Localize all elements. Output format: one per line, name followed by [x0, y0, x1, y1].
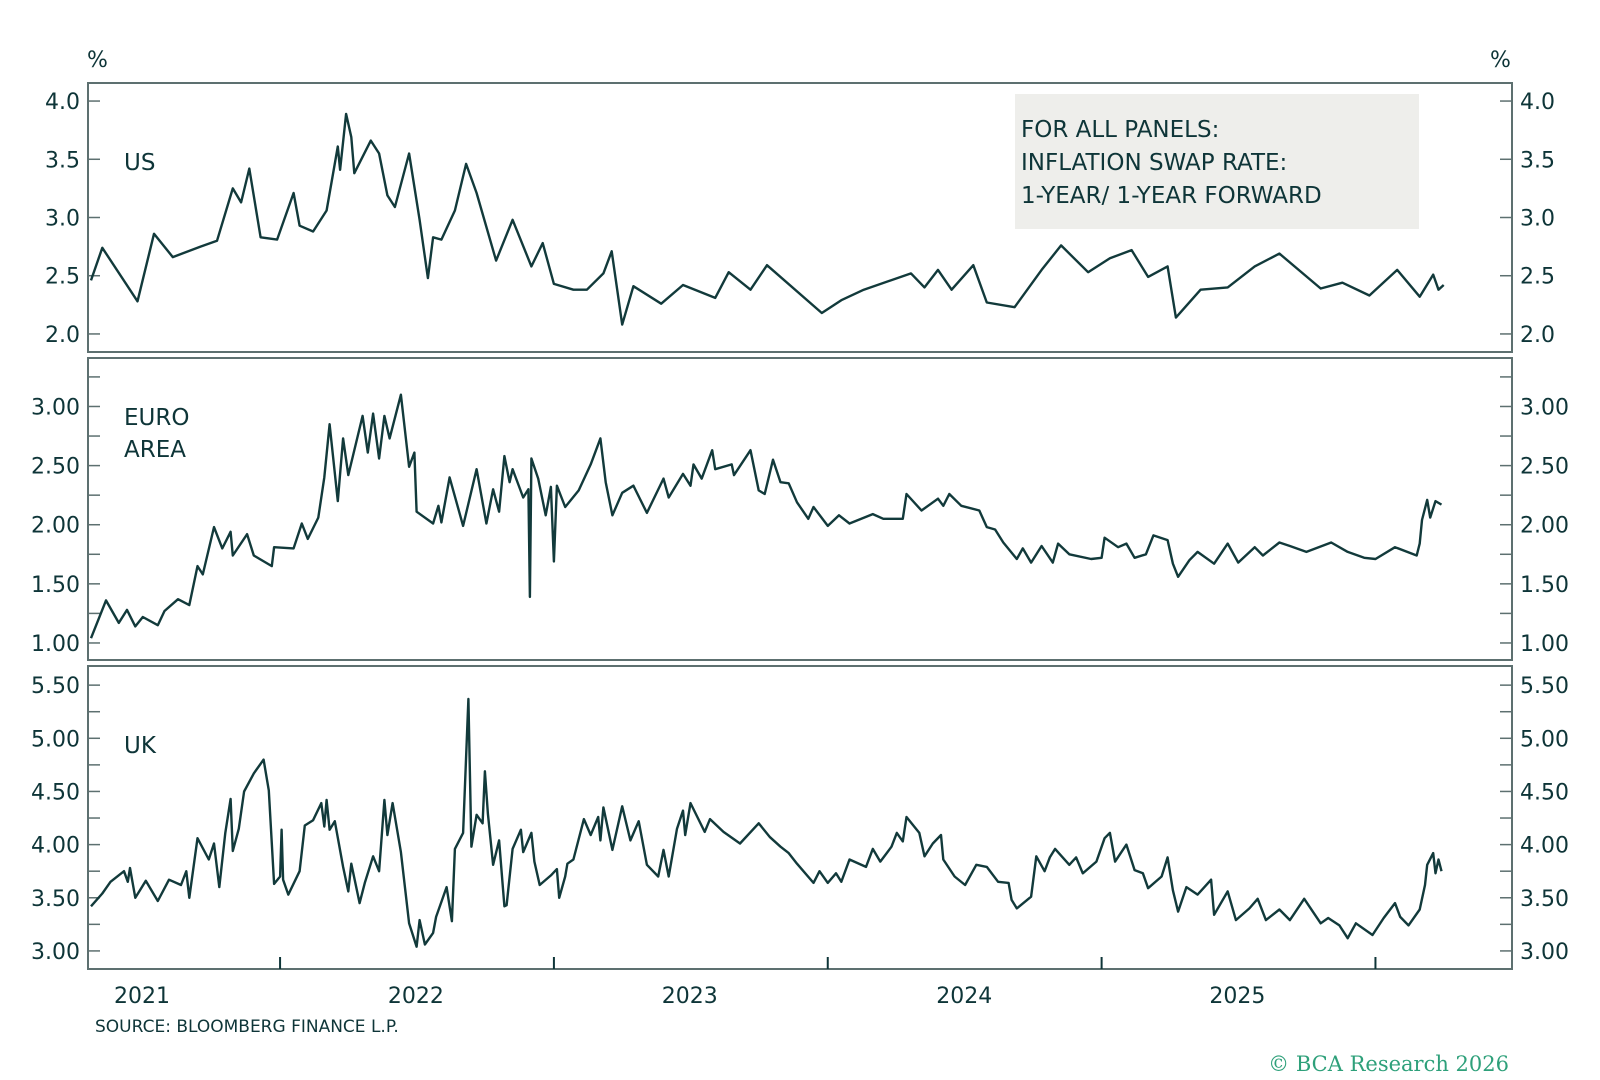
- y-tick-label-right: 3.0: [1520, 207, 1555, 232]
- y-tick-label-right: 4.00: [1520, 834, 1569, 859]
- note-box: FOR ALL PANELS: INFLATION SWAP RATE: 1-Y…: [1015, 94, 1419, 229]
- y-tick-label-right: 5.00: [1520, 727, 1569, 752]
- y-tick-label-left: 5.00: [31, 727, 80, 752]
- note-line-3: 1-YEAR/ 1-YEAR FORWARD: [1021, 183, 1322, 209]
- y-tick-label-right: 2.0: [1520, 323, 1555, 348]
- y-tick-label-left: 2.50: [31, 455, 80, 480]
- source-note: SOURCE: BLOOMBERG FINANCE L.P.: [95, 1017, 399, 1037]
- note-line-2: INFLATION SWAP RATE:: [1021, 150, 1287, 176]
- y-tick-label-left: 4.00: [31, 834, 80, 859]
- panel-us: 2.0 2.0 2.5 2.5 3.0 3.0 3.5 3.5 4.0 4.0 US: [45, 82, 1555, 353]
- x-axis: 2021 2022 2023 2024 2025: [114, 957, 1377, 1009]
- y-tick-label-right: 3.00: [1520, 940, 1569, 965]
- y-tick-label-left: 2.0: [45, 323, 80, 348]
- note-line-1: FOR ALL PANELS:: [1021, 117, 1219, 143]
- y-tick-label-left: 5.50: [31, 674, 80, 699]
- y-unit-left: %: [87, 48, 108, 73]
- panel-euro-area: 1.00 1.00 1.50 1.50 2.00 2.00 2.50 2.50 3.00 3.00…: [31, 357, 1569, 661]
- y-tick-label-left: 4.0: [45, 90, 80, 115]
- y-tick-label-right: 1.00: [1520, 632, 1569, 657]
- y-tick-label-right: 3.50: [1520, 887, 1569, 912]
- y-tick-label-left: 4.50: [31, 780, 80, 805]
- series-line: [89, 112, 1445, 326]
- y-tick-label-right: 2.5: [1520, 265, 1555, 290]
- series-line: [89, 393, 1443, 639]
- note-background: [1015, 94, 1419, 229]
- y-tick-label-right: 1.50: [1520, 573, 1569, 598]
- y-tick-label-left: 3.00: [31, 395, 80, 420]
- panel-label: UK: [124, 733, 157, 759]
- series-line: [90, 697, 1443, 948]
- x-year-label: 2024: [936, 984, 992, 1009]
- y-tick-label-left: 2.00: [31, 514, 80, 539]
- y-tick-label-left: 3.00: [31, 940, 80, 965]
- y-tick-label-left: 3.5: [45, 148, 80, 173]
- y-tick-label-right: 2.50: [1520, 455, 1569, 480]
- y-unit-right: %: [1490, 48, 1511, 73]
- x-year-label: 2025: [1209, 984, 1265, 1009]
- copyright-logo: © BCA Research 2026: [1268, 1052, 1509, 1076]
- x-year-label: 2021: [114, 984, 170, 1009]
- x-year-label: 2022: [388, 984, 444, 1009]
- y-tick-label-right: 5.50: [1520, 674, 1569, 699]
- y-tick-label-right: 4.0: [1520, 90, 1555, 115]
- panel-frame: [87, 357, 1513, 661]
- panel-uk: 3.00 3.00 3.50 3.50 4.00 4.00 4.50 4.50 5.00 5.00…: [31, 665, 1569, 970]
- x-year-label: 2023: [662, 984, 718, 1009]
- panel-label: US: [124, 150, 155, 176]
- y-tick-label-right: 4.50: [1520, 780, 1569, 805]
- panel-frame: [87, 665, 1513, 970]
- y-tick-label-left: 3.50: [31, 887, 80, 912]
- y-tick-label-left: 1.50: [31, 573, 80, 598]
- y-tick-label-left: 1.00: [31, 632, 80, 657]
- y-tick-label-right: 2.00: [1520, 514, 1569, 539]
- y-tick-label-left: 3.0: [45, 207, 80, 232]
- y-tick-label-right: 3.5: [1520, 148, 1555, 173]
- y-tick-label-left: 2.5: [45, 265, 80, 290]
- panel-label: EURO: [124, 405, 189, 431]
- y-tick-label-right: 3.00: [1520, 395, 1569, 420]
- panel-label: AREA: [124, 437, 186, 463]
